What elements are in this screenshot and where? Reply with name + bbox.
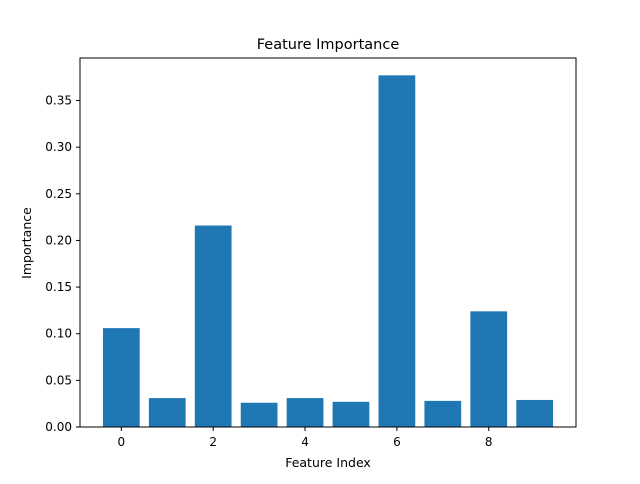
bar-feature-5 [332,401,370,427]
chart-title: Feature Importance [257,37,400,53]
bar-feature-1 [148,398,186,427]
y-axis-label: Importance [19,207,34,279]
bar-feature-2 [194,225,232,427]
x-tick-label: 2 [209,435,217,449]
x-tick-label: 6 [393,435,401,449]
plot-frame [79,57,577,428]
ticks-group: 0 2 4 6 8 0.00 0.05 0.10 0.15 0.20 0.25 0.30 0.35 [45,94,492,449]
y-tick-label: 0.10 [45,327,72,341]
y-tick-label: 0.20 [45,233,72,247]
y-tick-label: 0.25 [45,187,72,201]
x-axis-label: Feature Index [285,455,371,470]
y-tick-label: 0.15 [45,280,72,294]
y-tick-label: 0.35 [45,94,72,108]
bars-group [102,75,554,427]
bar-feature-0 [102,328,140,427]
bar-feature-7 [424,400,462,427]
x-tick-label: 0 [118,435,126,449]
y-tick-label: 0.00 [45,420,72,434]
bar-feature-6 [378,75,416,427]
bar-feature-4 [286,398,324,427]
bar-feature-9 [516,399,554,427]
x-tick-label: 4 [301,435,309,449]
x-tick-label: 8 [485,435,493,449]
bar-feature-8 [470,311,508,427]
bar-feature-3 [240,402,278,427]
y-tick-label: 0.30 [45,140,72,154]
y-tick-label: 0.05 [45,373,72,387]
